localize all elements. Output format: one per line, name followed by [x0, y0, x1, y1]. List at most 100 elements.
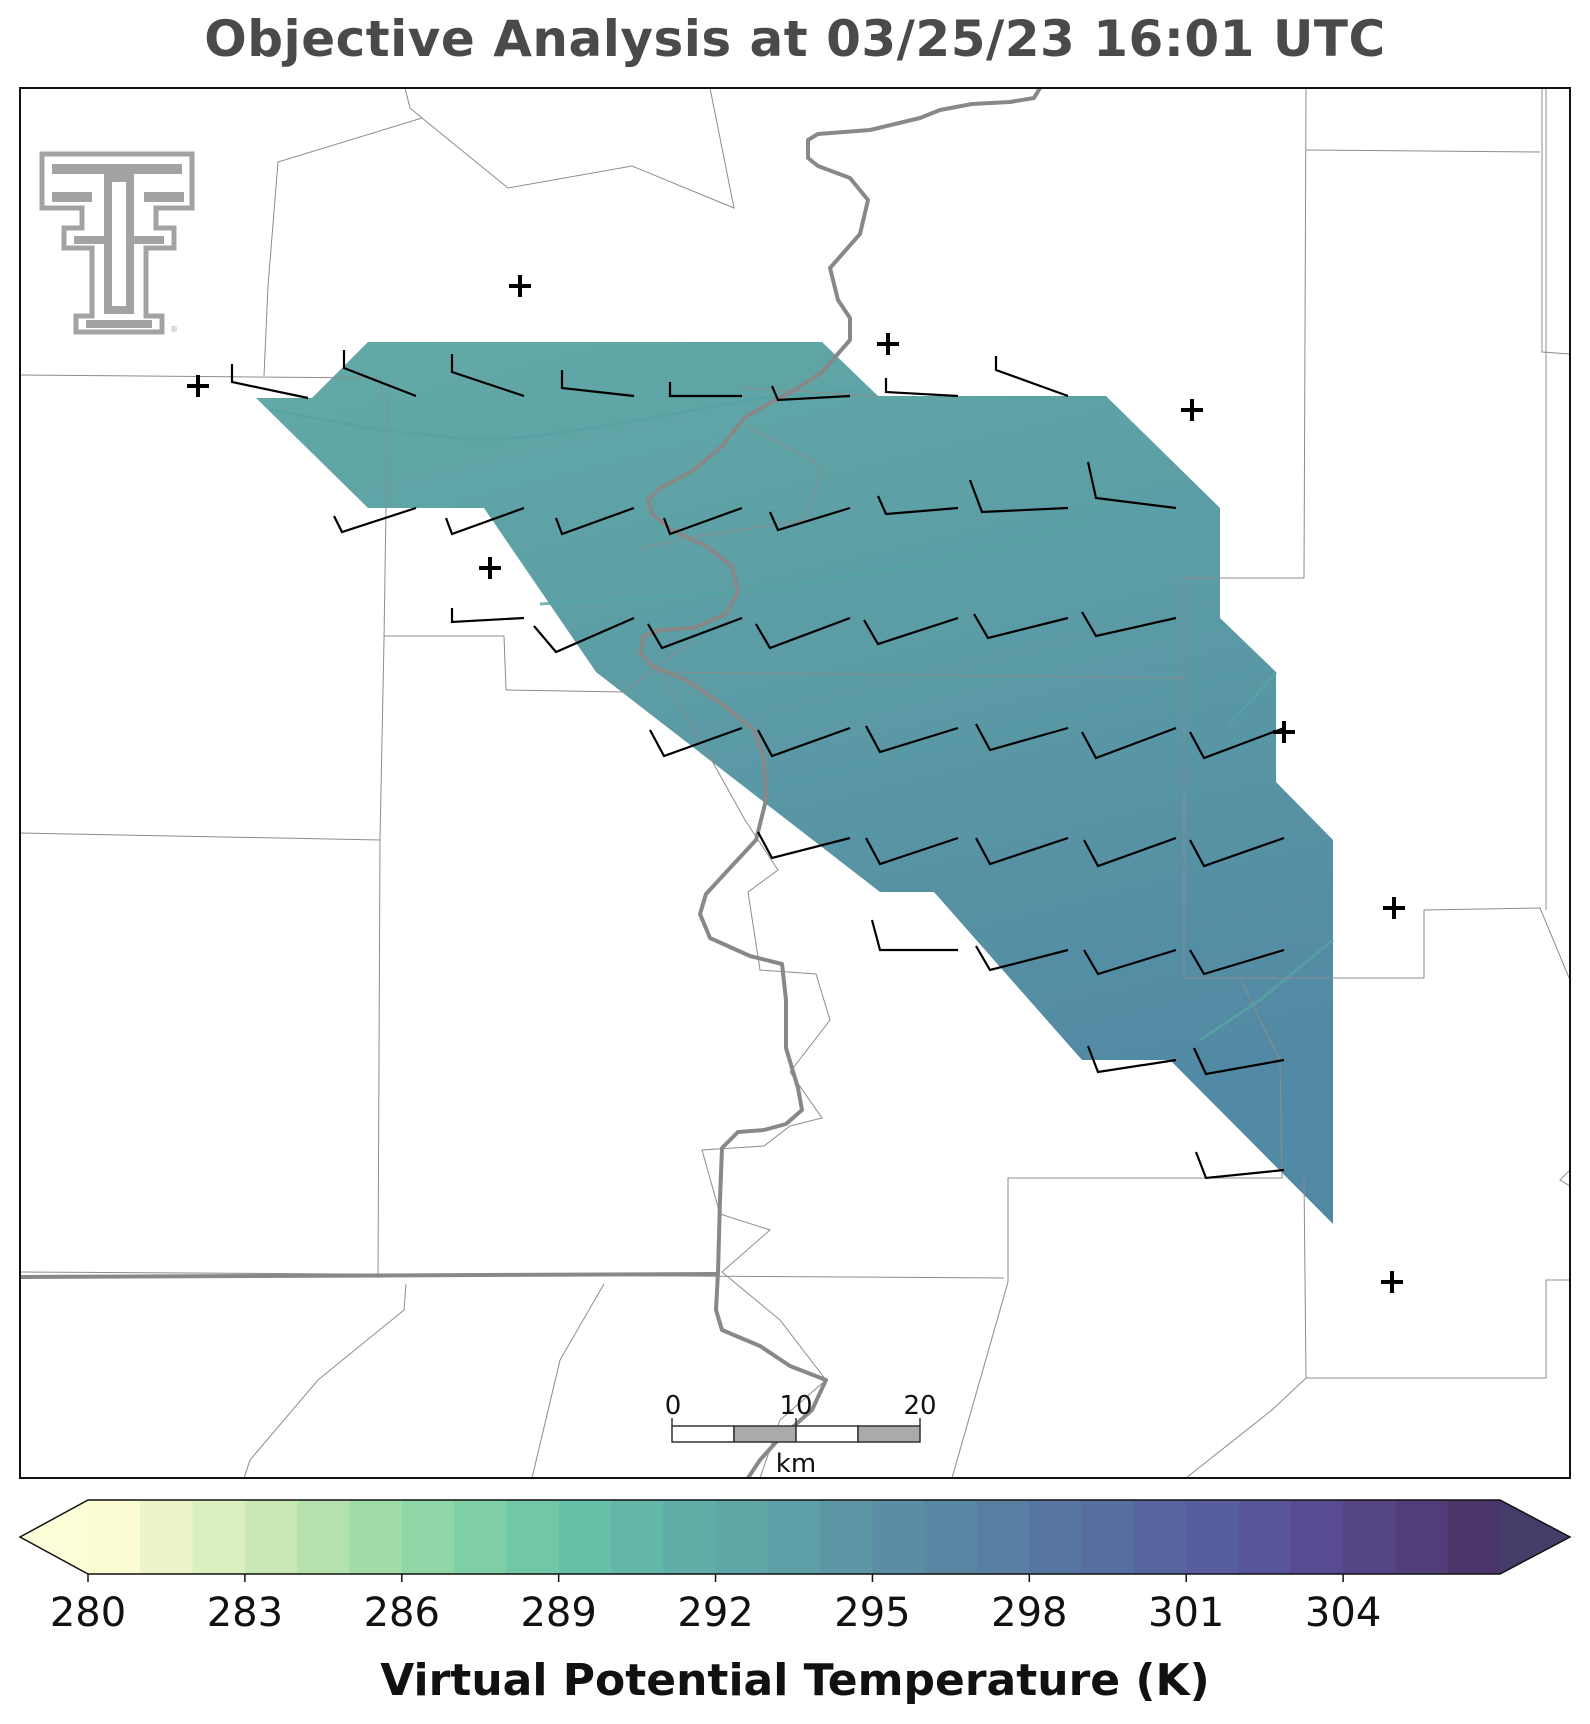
colorbar-segment — [767, 1500, 821, 1574]
colorbar-segment — [1133, 1500, 1187, 1574]
colorbar-segment — [244, 1500, 298, 1574]
colorbar-segment — [872, 1500, 926, 1574]
wind-barb — [554, 506, 635, 536]
colorbar: 280 283 286 289 292 295 298 301 304 — [18, 1499, 1572, 1636]
wind-barb — [1083, 948, 1177, 976]
colorbar-segment — [1290, 1500, 1344, 1574]
colorbar-segment — [140, 1500, 194, 1574]
wind-barb — [649, 726, 743, 758]
colorbar-segment — [610, 1500, 664, 1574]
station-marker — [187, 375, 209, 397]
wind-barb — [230, 364, 309, 400]
wind-barb — [444, 506, 525, 536]
station-marker — [1383, 897, 1405, 919]
colorbar-segment — [88, 1500, 141, 1574]
colorbar-segment — [820, 1500, 874, 1574]
wind-barb — [647, 616, 743, 650]
colorbar-label: Virtual Potential Temperature (K) — [380, 1655, 1210, 1706]
station-marker — [1273, 721, 1295, 743]
wind-barb — [863, 616, 959, 646]
station-marker — [479, 557, 501, 579]
colorbar-segment — [1395, 1500, 1449, 1574]
wind-barb — [662, 506, 743, 536]
wind-barbs — [230, 350, 1285, 1180]
colorbar-tick-label: 304 — [1305, 1590, 1381, 1636]
texas-tech-logo: ® — [39, 151, 195, 335]
wind-barb — [768, 506, 851, 532]
contour-lines — [269, 388, 1334, 1042]
wind-barb — [1193, 1047, 1285, 1076]
colorbar-segment — [1081, 1500, 1135, 1574]
map-title: Objective Analysis at 03/25/23 16:01 UTC — [204, 10, 1386, 68]
wind-barb — [1189, 948, 1285, 976]
colorbar-segment — [663, 1500, 717, 1574]
wind-barb — [770, 385, 851, 402]
wind-barb — [757, 726, 851, 758]
map-area: ® 0 10 20 km — [20, 88, 1570, 1479]
wind-barb — [975, 836, 1069, 866]
wind-barb — [865, 836, 959, 866]
state-border-line — [20, 1272, 719, 1279]
station-markers — [187, 275, 1405, 1293]
colorbar-segment — [715, 1500, 769, 1574]
colorbar-tick-label: 298 — [991, 1590, 1067, 1636]
colorbar-segment — [1238, 1500, 1292, 1574]
wind-barb — [450, 354, 525, 398]
wind-barb — [533, 616, 635, 654]
colorbar-tick-label: 292 — [677, 1590, 753, 1636]
wind-barb — [1189, 836, 1285, 868]
wind-barb — [755, 616, 851, 650]
wind-barb — [994, 356, 1069, 398]
colorbar-segment — [349, 1500, 403, 1574]
colorbar-tick-label: 286 — [364, 1590, 440, 1636]
colorbar-segment — [558, 1500, 612, 1574]
wind-barb — [1081, 726, 1177, 760]
colorbar-segment — [454, 1500, 507, 1574]
wind-barb — [668, 382, 742, 398]
scale-label-10: 10 — [779, 1391, 812, 1421]
wind-barb — [450, 608, 525, 624]
wind-barb — [1086, 1045, 1177, 1074]
colorbar-segment — [1186, 1500, 1240, 1574]
station-marker — [1181, 399, 1203, 421]
colorbar-segment — [1029, 1500, 1083, 1574]
wind-barb — [884, 378, 959, 398]
colorbar-segment — [1447, 1500, 1501, 1574]
colorbar-segment — [977, 1500, 1030, 1574]
registered-mark: ® — [170, 325, 178, 334]
wind-barb — [1086, 461, 1177, 510]
wind-barb — [975, 723, 1069, 752]
colorbar-segment — [506, 1500, 560, 1574]
colorbar-tick-label: 283 — [207, 1590, 283, 1636]
colorbar-segment — [401, 1500, 455, 1574]
wind-barb — [968, 479, 1069, 514]
colorbar-segment — [1343, 1500, 1397, 1574]
wind-barb — [876, 495, 959, 516]
colorbar-extend-low — [20, 1500, 88, 1574]
colorbar-tick-label: 289 — [520, 1590, 596, 1636]
scale-bar: 0 10 20 km — [665, 1391, 937, 1479]
wind-barb — [1189, 726, 1285, 760]
colorbar-segment — [924, 1500, 978, 1574]
analysis-field — [256, 342, 1333, 1224]
station-marker — [877, 333, 899, 355]
wind-barb — [560, 370, 635, 398]
colorbar-extend-high — [1500, 1500, 1570, 1574]
wind-barb — [973, 613, 1069, 640]
station-marker — [509, 275, 531, 297]
colorbar-segment — [297, 1500, 351, 1574]
map-frame — [19, 87, 1571, 1479]
wind-barb — [975, 945, 1069, 972]
scale-label-0: 0 — [665, 1391, 682, 1421]
scale-unit: km — [776, 1449, 816, 1479]
wind-barb — [333, 506, 417, 534]
wind-barb — [342, 350, 417, 398]
wind-barb — [1083, 836, 1177, 868]
wind-barb — [870, 919, 958, 952]
county-boundaries — [20, 88, 1570, 1478]
scale-label-20: 20 — [903, 1391, 936, 1421]
wind-barb — [757, 831, 851, 860]
wind-barb — [1081, 611, 1177, 638]
colorbar-tick-label: 280 — [50, 1590, 126, 1636]
